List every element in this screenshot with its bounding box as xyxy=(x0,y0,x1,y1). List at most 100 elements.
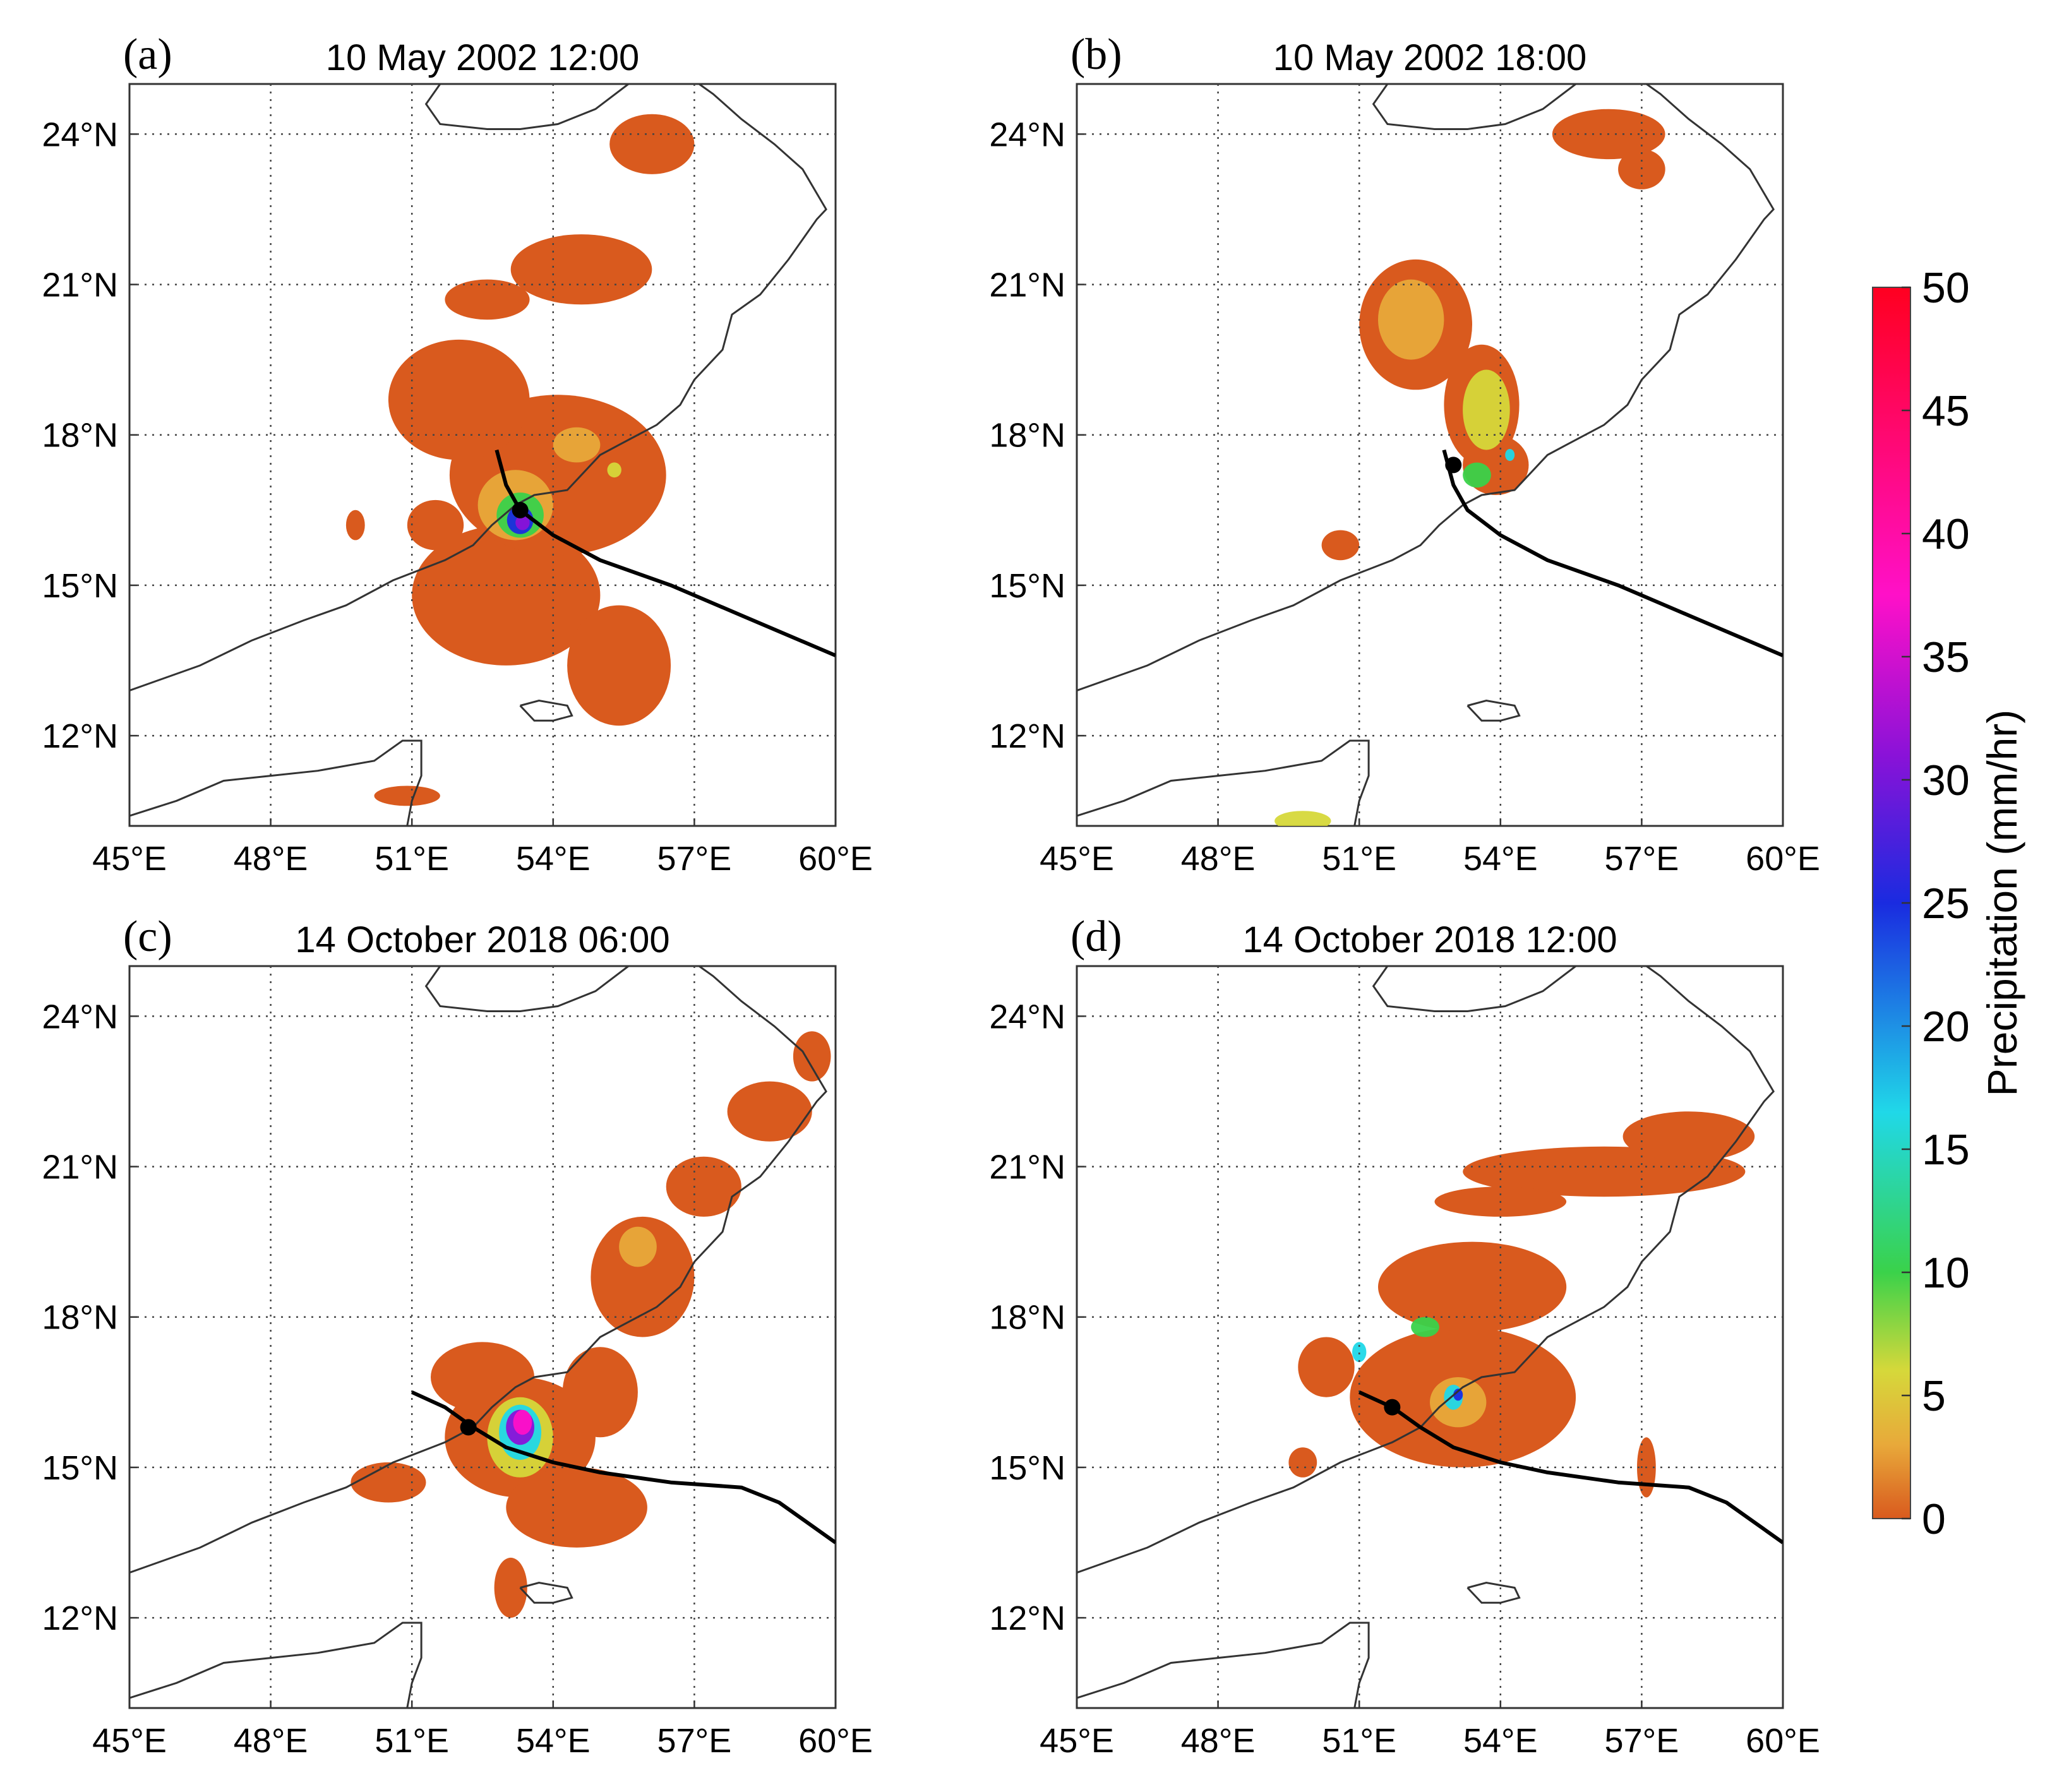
rain-cell xyxy=(510,234,652,305)
lon-tick-label: 45°E xyxy=(92,1722,167,1760)
lon-tick-label: 51°E xyxy=(375,1722,449,1760)
cyclone-center-marker xyxy=(1384,1399,1401,1416)
rain-cell xyxy=(1411,1317,1439,1337)
lon-tick-label: 60°E xyxy=(1746,1722,1820,1760)
lat-tick-label: 24°N xyxy=(989,116,1065,153)
lat-tick-label: 18°N xyxy=(42,417,118,455)
colorbar-label: Precipitation (mm/hr) xyxy=(1979,710,2025,1096)
rain-cell xyxy=(513,1409,532,1435)
lon-tick-label: 60°E xyxy=(1746,840,1820,878)
lat-tick-label: 18°N xyxy=(989,1299,1065,1337)
rain-cell xyxy=(1274,811,1331,826)
rain-cell xyxy=(1352,1342,1367,1363)
lon-tick-label: 54°E xyxy=(1463,840,1538,878)
lat-tick-label: 15°N xyxy=(42,1449,118,1487)
rain-cell xyxy=(407,499,464,551)
coastline-somalia xyxy=(1077,1622,1370,1708)
panel-d-title: 14 October 2018 12:00 xyxy=(1242,919,1617,960)
rain-cell xyxy=(567,605,671,726)
colorbar-tick-label: 40 xyxy=(1922,510,1970,558)
colorbar-tick-label: 15 xyxy=(1922,1126,1970,1174)
panel-a-label: (a) xyxy=(123,30,172,79)
lon-tick-label: 45°E xyxy=(1040,1722,1114,1760)
rain-cell xyxy=(351,1462,426,1503)
coastline-somalia xyxy=(129,739,423,826)
coastline-arabia xyxy=(129,966,827,1574)
rain-cell xyxy=(553,427,601,463)
colorbar-tick-label: 0 xyxy=(1922,1495,1946,1543)
lon-tick-label: 48°E xyxy=(1181,840,1256,878)
rain-cell xyxy=(1321,530,1360,561)
lat-tick-label: 12°N xyxy=(989,1599,1065,1637)
lon-tick-label: 57°E xyxy=(1605,840,1679,878)
rain-cell xyxy=(388,339,530,460)
panel-d-frame xyxy=(1076,965,1784,1709)
lon-tick-label: 45°E xyxy=(1040,840,1114,878)
cyclone-track xyxy=(411,1390,836,1544)
colorbar-tick-label: 10 xyxy=(1922,1249,1970,1297)
lat-tick-label: 15°N xyxy=(989,1449,1065,1487)
colorbar-tick-label: 5 xyxy=(1922,1372,1946,1420)
rain-cell xyxy=(374,785,440,806)
panel-b: (b) 10 May 2002 18:00 45°E 48°E 51°E 54°E 57… xyxy=(989,30,1820,878)
lat-tick-label: 15°N xyxy=(989,567,1065,605)
rain-cell xyxy=(1298,1337,1355,1397)
lon-tick-label: 51°E xyxy=(1322,1722,1396,1760)
lat-tick-label: 12°N xyxy=(42,717,118,755)
lon-tick-label: 57°E xyxy=(1605,1722,1679,1760)
rain-cell xyxy=(494,1557,527,1618)
colorbar-tick-label: 30 xyxy=(1922,756,1970,804)
lon-tick-label: 51°E xyxy=(375,840,449,878)
panel-d: (d) 14 October 2018 12:00 45°E 48°E 51°E 54… xyxy=(989,912,1820,1760)
lat-tick-label: 21°N xyxy=(989,266,1065,304)
coastline-arabia_west xyxy=(424,966,630,1012)
rain-cell xyxy=(515,515,530,530)
cyclone-track xyxy=(1358,1390,1783,1544)
lon-tick-label: 57°E xyxy=(657,840,732,878)
coastline-somalia xyxy=(1077,739,1370,826)
coastline-arabia_west xyxy=(424,84,630,130)
coastline-arabia_west xyxy=(1372,966,1577,1012)
lat-tick-label: 24°N xyxy=(989,998,1065,1036)
rain-cell xyxy=(619,1226,657,1267)
panel-a-title: 10 May 2002 12:00 xyxy=(326,37,640,78)
lon-tick-label: 54°E xyxy=(516,1722,591,1760)
cyclone-center-marker xyxy=(1445,457,1462,474)
coastline-arabia xyxy=(129,84,827,692)
panel-b-title: 10 May 2002 18:00 xyxy=(1273,37,1587,78)
rain-cell xyxy=(727,1081,812,1142)
lon-tick-label: 48°E xyxy=(1181,1722,1256,1760)
lon-tick-label: 45°E xyxy=(92,840,167,878)
rain-cell xyxy=(562,1347,638,1438)
coastline-socotra xyxy=(519,699,573,722)
rain-cell xyxy=(1378,279,1444,360)
lat-tick-label: 24°N xyxy=(42,998,118,1036)
rain-cell xyxy=(506,1467,647,1548)
lon-tick-label: 60°E xyxy=(798,840,873,878)
rain-cell xyxy=(445,279,530,320)
lon-tick-label: 57°E xyxy=(657,1722,732,1760)
lat-tick-label: 12°N xyxy=(989,717,1065,755)
panel-c-frame xyxy=(128,965,837,1709)
panel-c-label: (c) xyxy=(123,912,172,961)
cyclone-track xyxy=(1442,449,1783,657)
panel-c: (c) 14 October 2018 06:00 45°E 48°E 51°E 54… xyxy=(42,912,873,1760)
lon-tick-label: 54°E xyxy=(516,840,591,878)
rain-cell xyxy=(1378,1241,1567,1332)
rain-cell xyxy=(1505,449,1515,461)
rain-cell xyxy=(607,462,621,478)
panel-b-frame xyxy=(1076,83,1784,827)
lat-tick-label: 21°N xyxy=(989,1149,1065,1186)
colorbar-tick-label: 20 xyxy=(1922,1003,1970,1051)
rain-cell xyxy=(591,1216,695,1337)
cyclone-track xyxy=(495,449,836,657)
colorbar-tick-label: 35 xyxy=(1922,633,1970,681)
panel-a-frame xyxy=(128,83,837,827)
rain-cell xyxy=(1463,462,1491,488)
panel-a: (a) 10 May 2002 12:00 45°E 48°E 51°E 54°E 57… xyxy=(42,30,873,878)
lon-tick-label: 51°E xyxy=(1322,840,1396,878)
rain-cell xyxy=(1622,1111,1755,1162)
lon-tick-label: 48°E xyxy=(234,840,308,878)
rain-cell xyxy=(431,1342,534,1413)
